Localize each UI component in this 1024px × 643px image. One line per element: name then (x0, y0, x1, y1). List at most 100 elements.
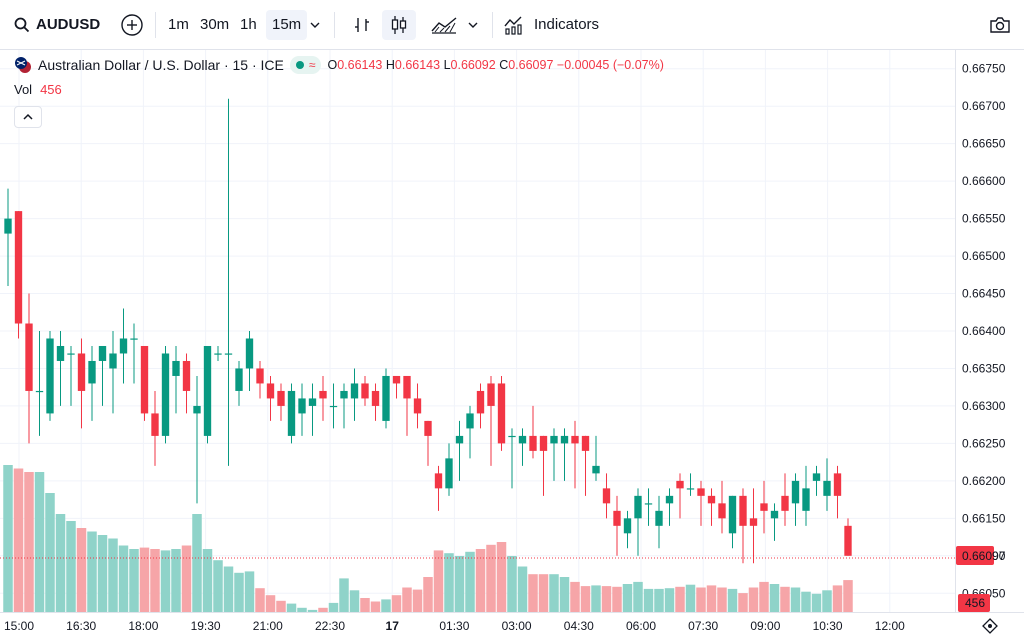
volume-bar (13, 468, 24, 612)
interval-1m[interactable]: 1m (168, 16, 189, 33)
candle-body (308, 398, 317, 406)
volume-bar (580, 586, 591, 612)
candle-body (329, 405, 338, 408)
candle-body (623, 518, 632, 534)
volume-bar (181, 545, 192, 612)
candle-body (235, 368, 243, 391)
price-tick-label: 0.66250 (962, 436, 1006, 450)
candle-body (35, 390, 44, 393)
time-tick-label: 15:00 (4, 619, 34, 633)
candle-body (749, 518, 758, 526)
candle-body (161, 353, 170, 436)
collapse-legend-button[interactable] (14, 106, 42, 128)
grid (0, 50, 955, 612)
interval-15m[interactable]: 15m (266, 10, 308, 40)
candle-body (455, 435, 464, 444)
candle-body (424, 420, 432, 436)
candle-body (277, 390, 285, 406)
volume-bar (507, 556, 517, 612)
volume-bar (454, 556, 465, 612)
screenshot-button[interactable] (983, 10, 1017, 40)
candle-body (781, 495, 789, 511)
chart-type-dropdown[interactable] (466, 10, 482, 40)
toolbar-divider (155, 12, 156, 38)
symbol-title: Australian Dollar / U.S. Dollar · 15 · I… (38, 57, 284, 73)
indicators-icon (504, 16, 522, 35)
volume-bar (706, 585, 717, 612)
price-tick-label: 0.66200 (962, 474, 1006, 488)
volume-label: Vol (14, 82, 33, 97)
volume-bar (475, 549, 486, 612)
candle-body (340, 390, 348, 399)
candle-body (382, 375, 390, 421)
volume-bar (517, 566, 528, 612)
volume-bar (139, 547, 150, 612)
candles-icon (391, 16, 407, 34)
time-tick-label: 21:00 (253, 619, 283, 633)
candle-body (833, 473, 842, 496)
volume-bar (171, 549, 181, 612)
volume-bar (286, 603, 297, 612)
volume-bar (34, 472, 45, 612)
candle-body (350, 383, 359, 399)
time-tick-label: 09:00 (750, 619, 780, 633)
interval-30m[interactable]: 30m (200, 16, 230, 33)
time-tick-label: 01:30 (439, 619, 469, 633)
volume-bar (843, 580, 853, 612)
volume-bar (790, 587, 801, 612)
symbol-label: AUDUSD (36, 16, 101, 33)
volume-bar (433, 550, 444, 612)
currency-flags-icon (15, 57, 31, 73)
volume-bar (675, 586, 685, 612)
time-tick-label: 03:00 (502, 619, 532, 633)
compare-add-button[interactable] (120, 13, 144, 37)
volume-bar (549, 574, 559, 612)
change-value: −0.00045 (−0.07%) (556, 58, 664, 72)
volume-bar (150, 549, 160, 612)
volume-bar (717, 587, 727, 612)
market-status-badge[interactable]: ≈ (289, 56, 322, 74)
volume-bar (97, 535, 108, 612)
area-chart-type-button[interactable] (424, 10, 464, 40)
candle-body (518, 435, 527, 444)
volume-bar (339, 578, 349, 612)
volume-bar (66, 521, 76, 612)
price-axis-border (955, 50, 956, 613)
candle-body (686, 488, 695, 490)
candle-body (560, 435, 569, 444)
area-chart-icon (431, 17, 457, 34)
volume-bar (129, 549, 139, 612)
volume-bar (769, 584, 780, 612)
indicators-button[interactable]: Indicators (503, 10, 599, 40)
volume-value: 456 (40, 82, 62, 97)
candle-body (739, 495, 747, 526)
volume-bar (570, 581, 580, 612)
volume-bar (223, 566, 234, 612)
interval-dropdown[interactable] (308, 10, 326, 40)
candle-body (77, 353, 86, 391)
symbol-search[interactable]: AUDUSD (14, 10, 100, 40)
chevron-up-icon (23, 113, 33, 120)
volume-series (3, 465, 853, 612)
candle-body (203, 345, 212, 436)
candle-body (812, 473, 821, 481)
candle-body (655, 510, 663, 526)
candle-body (802, 488, 810, 511)
candles-chart-type-button[interactable] (382, 10, 416, 40)
price-tick-label: 0.66500 (962, 249, 1006, 263)
time-tick-label: 22:30 (315, 619, 345, 633)
auto-scale-button[interactable] (982, 618, 998, 634)
candle-body (466, 413, 474, 429)
bar-chart-type-button[interactable] (345, 10, 379, 40)
candle-body (434, 473, 443, 489)
top-toolbar: AUDUSD 1m 30m 1h 15m Indicators (0, 0, 1024, 50)
time-tick-label: 07:30 (688, 619, 718, 633)
volume-bar (213, 560, 223, 612)
candle-body (539, 435, 548, 451)
time-axis[interactable]: 15:00 16:30 18:00 19:30 21:00 22:30 17 01:30 03:… (4, 619, 905, 633)
interval-1h[interactable]: 1h (240, 16, 257, 33)
bars-icon (355, 18, 369, 32)
volume-bar (643, 588, 654, 612)
price-axis[interactable]: 0.66750 0.66700 0.66650 0.66600 0.66550 0.665… (962, 62, 1006, 601)
